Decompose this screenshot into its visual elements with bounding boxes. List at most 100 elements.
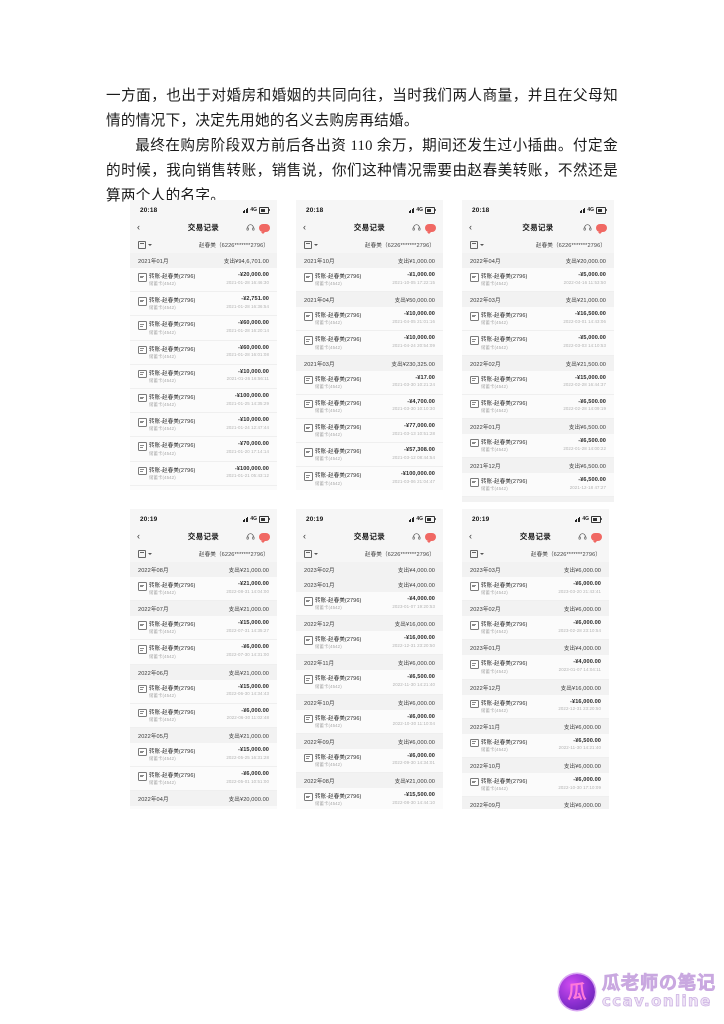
signal-icon <box>579 208 586 213</box>
table-row[interactable]: 转账-赵春美(2796) 储蓄卡(4542) -¥6,500.00 2022-0… <box>462 394 614 419</box>
table-row[interactable]: 转账-赵春美(2796) 储蓄卡(4542) -¥77,000.00 2021-… <box>296 418 443 444</box>
table-row[interactable]: 转账-赵春美(2796) 储蓄卡(4542) -¥70,000.00 2021-… <box>130 437 277 462</box>
table-row[interactable]: 转账-赵春美(2796) 储蓄卡(4542) -¥15,000.00 2022-… <box>130 616 277 641</box>
table-row[interactable]: 转账-赵春美(2796) 储蓄卡(4542) -¥6,000.00 2022-0… <box>296 748 443 773</box>
table-row[interactable]: 转账-赵春美(2796) 储蓄卡(4542) -¥4,000.00 2023-0… <box>462 655 609 680</box>
transaction-right: -¥15,000.00 2022-07-31 14:35:27 <box>226 620 269 633</box>
table-row[interactable]: 转账-赵春美(2796) 储蓄卡(4542) -¥16,500.00 2022-… <box>462 307 614 332</box>
headset-icon[interactable] <box>583 223 592 232</box>
transaction-amount: -¥4,000.00 <box>573 659 601 666</box>
nav-actions <box>583 223 607 234</box>
back-button[interactable]: ‹ <box>137 531 140 541</box>
table-row[interactable]: 转账-赵春美(2796) 储蓄卡(4542) -¥100,000.00 2021… <box>130 461 277 486</box>
transaction-timestamp: 2021-01-24 12:47:44 <box>226 424 269 430</box>
table-row[interactable]: 转账-赵春美(2796) 储蓄卡(4542) -¥15,000.00 2022-… <box>462 370 614 395</box>
chat-bubble-icon[interactable] <box>425 532 436 543</box>
calendar-filter[interactable] <box>470 550 484 558</box>
back-button[interactable]: ‹ <box>303 531 306 541</box>
table-row[interactable]: 转账-赵春美(2796) 储蓄卡(4542) -¥2,751.00 2021-0… <box>130 292 277 317</box>
transaction-amount: -¥15,000.00 <box>238 746 269 753</box>
table-row[interactable]: 转账-赵春美(2796) 储蓄卡(4542) -¥15,000.00 2022-… <box>130 742 277 768</box>
back-button[interactable]: ‹ <box>303 222 306 232</box>
table-row[interactable]: 转账-赵春美(2796) 储蓄卡(4542) -¥15,000.00 2022-… <box>130 806 277 809</box>
table-row[interactable]: 转账-赵春美(2796) 储蓄卡(4542) -¥60,000.00 2021-… <box>130 316 277 341</box>
table-row[interactable]: 转账-赵春美(2796) 储蓄卡(4542) -¥15,000.00 2022-… <box>130 679 277 704</box>
table-row[interactable]: 转账-赵春美(2796) 储蓄卡(4542) -¥6,500.00 2022-0… <box>462 433 614 459</box>
table-row[interactable]: 转账-赵春美(2796) 储蓄卡(4542) -¥10,000.00 2021-… <box>130 364 277 389</box>
table-row[interactable]: 转账-赵春美(2796) 储蓄卡(4542) -¥6,000.00 2022-1… <box>462 772 609 798</box>
transaction-amount: -¥6,000.00 <box>573 620 601 627</box>
table-row[interactable]: 转账-赵春美(2796) 储蓄卡(4542) -¥6,000.00 2023-0… <box>462 577 609 602</box>
table-row[interactable]: 转账-赵春美(2796) 储蓄卡(4542) -¥16,000.00 2022-… <box>462 694 609 719</box>
back-button[interactable]: ‹ <box>469 531 472 541</box>
headset-icon[interactable] <box>246 223 255 232</box>
month-summary: 支出¥6,000.00 <box>563 803 601 809</box>
table-row[interactable]: 转账-赵春美(2796) 储蓄卡(4542) -¥4,700.00 2021-0… <box>296 394 443 419</box>
table-row[interactable]: 转账-赵春美(2796) 储蓄卡(4542) -¥6,000.00 2022-0… <box>130 640 277 665</box>
month-summary: 支出¥21,500.00 <box>565 361 606 368</box>
transaction-subtitle: 储蓄卡(4542) <box>481 707 508 713</box>
table-row[interactable]: 转账-赵春美(2796) 储蓄卡(4542) -¥10,000.00 2021-… <box>296 307 443 332</box>
table-row[interactable]: 转账-赵春美(2796) 储蓄卡(4542) -¥6,500.00 2022-1… <box>296 670 443 695</box>
transaction-left: 转账-赵春美(2796) 储蓄卡(4542) <box>304 272 361 287</box>
month-label: 2022年11月 <box>470 724 501 731</box>
table-row[interactable]: 转账-赵春美(2796) 储蓄卡(4542) -¥20,000.00 2021-… <box>130 268 277 293</box>
table-row[interactable]: 转账-赵春美(2796) 储蓄卡(4542) -¥57,308.00 2021-… <box>296 443 443 468</box>
account-filter-row[interactable]: 赵春美（6226*******2796） <box>296 237 443 253</box>
calendar-filter[interactable] <box>138 550 152 558</box>
table-row[interactable]: 转账-赵春美(2796) 储蓄卡(4542) -¥10,000.00 2021-… <box>296 331 443 356</box>
transaction-right: -¥6,000.00 2023-03-20 21:43:41 <box>558 581 601 594</box>
account-filter-row[interactable]: 赵春美（6226*******2796） <box>462 546 609 562</box>
table-row[interactable]: 转账-赵春美(2796) 储蓄卡(4542) -¥15,500.00 2022-… <box>296 787 443 809</box>
table-row[interactable]: 转账-赵春美(2796) 储蓄卡(4542) -¥6,000.00 2022-0… <box>130 767 277 792</box>
calendar-filter[interactable] <box>304 241 318 249</box>
calendar-filter[interactable] <box>138 241 152 249</box>
month-label: 2022年11月 <box>304 661 335 668</box>
table-row[interactable]: 转账-赵春美(2796) 储蓄卡(4542) -¥5,000.00 2022-0… <box>462 331 614 356</box>
table-row[interactable]: 转账-赵春美(2796) 储蓄卡(4542) -¥60,000.00 2021-… <box>130 340 277 365</box>
table-row[interactable]: 转账-赵春美(2796) 储蓄卡(4542) -¥4,000.00 2023-0… <box>296 592 443 617</box>
headset-icon[interactable] <box>578 532 587 541</box>
table-row[interactable]: 转账-赵春美(2796) 储蓄卡(4542) -¥5,000.00 2022-0… <box>462 268 614 293</box>
back-button[interactable]: ‹ <box>137 222 140 232</box>
table-row[interactable]: 转账-赵春美(2796) 储蓄卡(4542) -¥1,000.00 2021-1… <box>296 268 443 293</box>
chat-bubble-icon[interactable] <box>591 532 602 543</box>
account-filter-row[interactable]: 赵春美（6226*******2796） <box>130 546 277 562</box>
month-label: 2021年12月 <box>470 464 501 471</box>
account-filter-row[interactable]: 赵春美（6226*******2796） <box>462 237 614 253</box>
chat-bubble-icon[interactable] <box>596 223 607 234</box>
table-row[interactable]: 转账-赵春美(2796) 储蓄卡(4542) -¥100,000.00 2021… <box>296 467 443 490</box>
table-row[interactable]: 转账-赵春美(2796) 储蓄卡(4542) -¥6,000.00 2022-0… <box>130 703 277 728</box>
transaction-texts: 转账-赵春美(2796) 储蓄卡(4542) <box>149 620 195 635</box>
transaction-right: -¥4,700.00 2021-03-30 10:10:30 <box>392 399 435 412</box>
headset-icon[interactable] <box>412 532 421 541</box>
table-row[interactable]: 转账-赵春美(2796) 储蓄卡(4542) -¥6,500.00 2022-1… <box>462 733 609 758</box>
table-row[interactable]: 转账-赵春美(2796) 储蓄卡(4542) -¥6,000.00 2022-1… <box>296 709 443 734</box>
transaction-left: 转账-赵春美(2796) 储蓄卡(4542) <box>304 399 361 414</box>
table-row[interactable]: 转账-赵春美(2796) 储蓄卡(4542) -¥6,500.00 2021-1… <box>462 473 614 498</box>
transaction-title: 转账-赵春美(2796) <box>315 473 362 480</box>
calendar-filter[interactable] <box>470 241 484 249</box>
calendar-filter[interactable] <box>304 550 318 558</box>
status-bar-indicators: 4G <box>408 516 436 523</box>
table-row[interactable]: 转账-赵春美(2796) 储蓄卡(4542) -¥100,000.00 2021… <box>130 485 277 490</box>
chat-bubble-icon[interactable] <box>425 223 436 234</box>
table-row[interactable]: 转账-赵春美(2796) 储蓄卡(4542) -¥6,000.00 2023-0… <box>462 616 609 641</box>
table-row[interactable]: 转账-赵春美(2796) 储蓄卡(4542) -¥10,000.00 2021-… <box>130 413 277 438</box>
table-row[interactable]: 转账-赵春美(2796) 储蓄卡(4542) -¥16,000.00 2022-… <box>296 631 443 656</box>
back-button[interactable]: ‹ <box>469 222 472 232</box>
account-filter-row[interactable]: 赵春美（6226*******2796） <box>130 237 277 253</box>
chat-bubble-icon[interactable] <box>259 532 270 543</box>
calendar-icon <box>138 550 146 558</box>
chat-bubble-icon[interactable] <box>259 223 270 234</box>
headset-icon[interactable] <box>412 223 421 232</box>
account-filter-row[interactable]: 赵春美（6226*******2796） <box>296 546 443 562</box>
transaction-texts: 转账-赵春美(2796) 储蓄卡(4542) <box>315 635 361 650</box>
table-row[interactable]: 转账-赵春美(2796) 储蓄卡(4542) -¥17.00 2021-03-3… <box>296 370 443 395</box>
transaction-left: 转账-赵春美(2796) 储蓄卡(4542) <box>304 596 361 611</box>
month-header: 2021年03月 支出¥230,325.00 <box>296 355 443 371</box>
transaction-subtitle: 储蓄卡(4542) <box>315 432 342 438</box>
table-row[interactable]: 转账-赵春美(2796) 储蓄卡(4542) -¥100,000.00 2021… <box>130 388 277 414</box>
table-row[interactable]: 转账-赵春美(2796) 储蓄卡(4542) -¥21,000.00 2022-… <box>130 577 277 602</box>
headset-icon[interactable] <box>246 532 255 541</box>
